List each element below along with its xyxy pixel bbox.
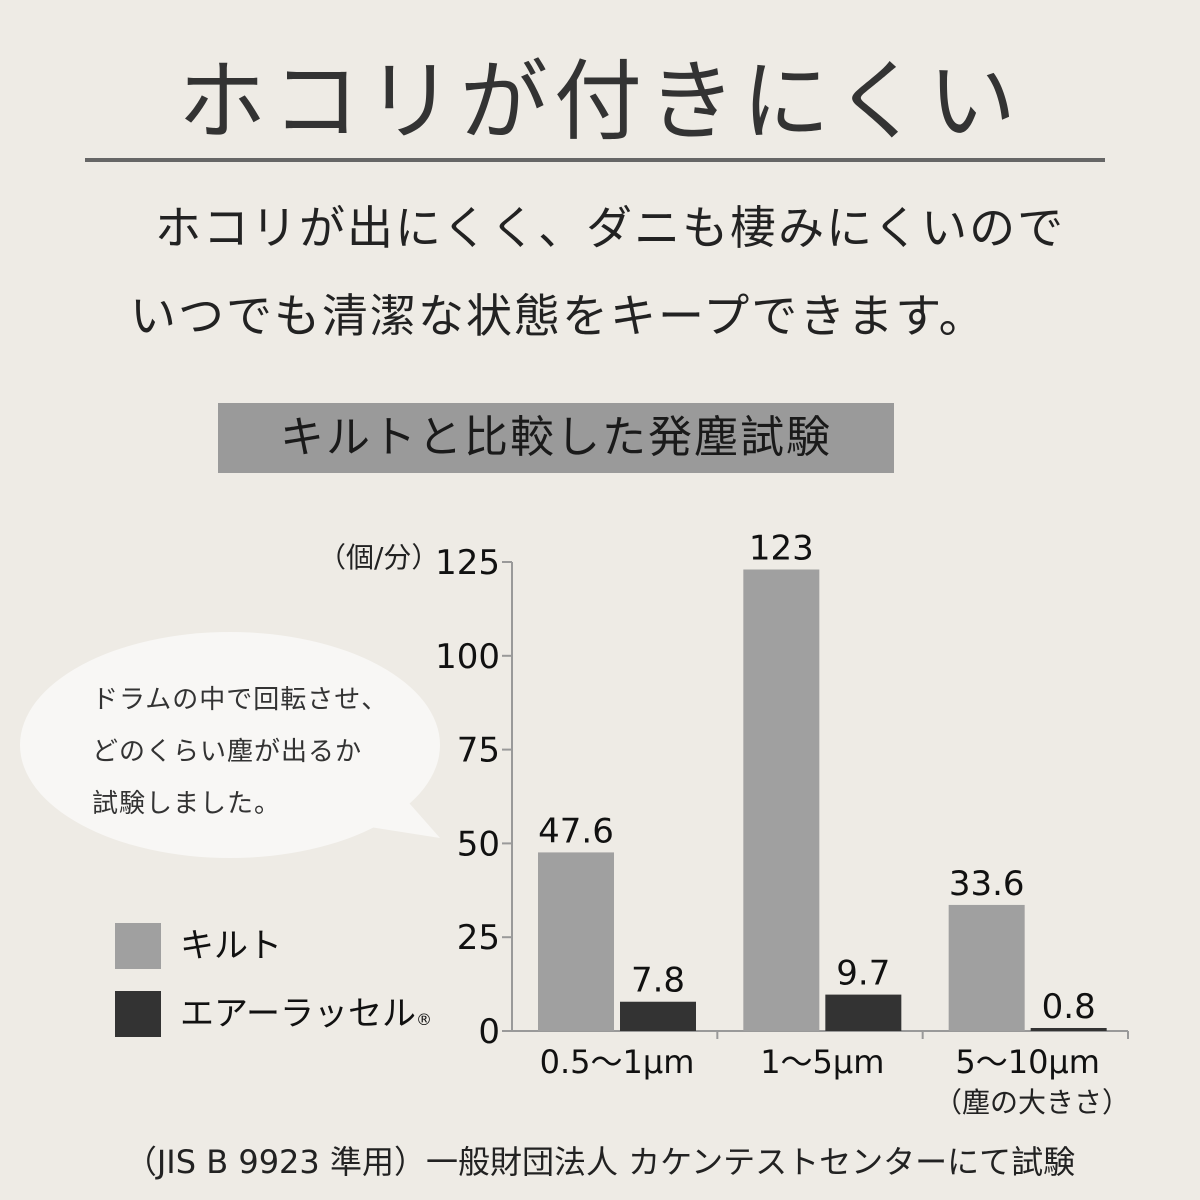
speech-bubble-body [20, 632, 440, 858]
y-tick-label-3: 75 [457, 731, 500, 771]
y-tick-label-1: 25 [457, 918, 500, 958]
x-tick-label-2: 5〜10μm [955, 1043, 1100, 1081]
data-label-quilt-1: 123 [749, 529, 814, 569]
data-label-quilt-0: 47.6 [538, 811, 614, 851]
bar-airrussell-0 [620, 1001, 696, 1031]
y-axis-label: （個/分） [318, 541, 439, 574]
description-line-2: いつでも清潔な状態をキープできます。 [130, 289, 987, 343]
title-divider [85, 158, 1105, 162]
legend-label-quilt: キルト [180, 926, 282, 966]
description-line-1: ホコリが出にくく、ダニも棲みにくいので [155, 201, 1066, 255]
speech-bubble [20, 632, 440, 858]
data-label-airrussell-1: 9.7 [836, 954, 890, 994]
data-label-airrussell-0: 7.8 [631, 961, 685, 1001]
registered-mark: ® [415, 1010, 432, 1029]
bar-quilt-1 [743, 569, 820, 1031]
speech-bubble-tail [325, 770, 440, 838]
data-label-quilt-2: 33.6 [949, 864, 1025, 904]
bubble-text-line-2: どのくらい塵が出るか [92, 737, 363, 767]
legend-label-airrussell: エアーラッセル® [180, 991, 432, 1043]
y-tick-label-0: 0 [478, 1012, 500, 1052]
x-tick-label-0: 0.5〜1μm [540, 1043, 695, 1081]
bubble-text-line-1: ドラムの中で回転させ、 [92, 685, 389, 715]
y-tick-label-2: 50 [457, 824, 500, 864]
bar-quilt-2 [948, 904, 1025, 1031]
legend-swatch-airrussell [115, 991, 161, 1037]
x-tick-label-1: 1〜5μm [760, 1043, 884, 1081]
legend-label-airrussell-text: エアーラッセル [180, 994, 416, 1034]
data-label-airrussell-2: 0.8 [1042, 987, 1096, 1027]
y-tick-label-4: 100 [435, 637, 500, 677]
bar-airrussell-2 [1030, 1027, 1107, 1031]
y-tick-label-5: 125 [435, 543, 500, 583]
legend-swatch-quilt [115, 923, 161, 969]
bar-quilt-0 [538, 852, 614, 1031]
bar-airrussell-1 [825, 994, 902, 1031]
bubble-text-line-3: 試験しました。 [92, 789, 282, 819]
x-axis-label: （塵の大きさ） [934, 1086, 1130, 1119]
chart-subtitle: キルトと比較した発塵試験 [218, 403, 894, 473]
footnote: （JIS B 9923 準用）一般財団法人 カケンテストセンターにて試験 [124, 1143, 1076, 1181]
page-title: ホコリが付きにくい [177, 50, 1023, 153]
